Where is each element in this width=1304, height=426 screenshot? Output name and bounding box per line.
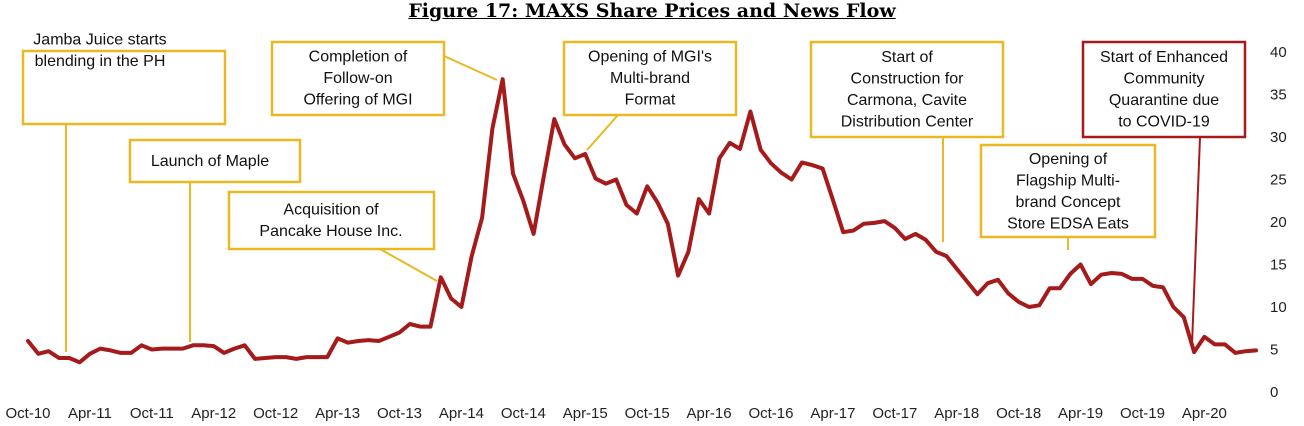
- x-tick-label: Apr-19: [1058, 405, 1103, 422]
- x-tick-label: Apr-18: [934, 405, 979, 422]
- annotation-text-covid: Quarantine due: [1109, 92, 1219, 109]
- x-tick-label: Apr-13: [315, 405, 360, 422]
- annotation-connector-pancake: [379, 248, 438, 282]
- annotation-text-pancake: Acquisition of: [283, 201, 379, 218]
- annotation-connector-multibrand: [586, 114, 619, 151]
- x-tick-label: Oct-11: [130, 405, 174, 422]
- x-axis: Oct-10 Apr-11 Oct-11 Apr-12 Oct-12 Apr-13 Oct-…: [5, 405, 1226, 422]
- x-tick-label: Apr-17: [810, 405, 855, 422]
- x-tick-label: Apr-11: [68, 405, 112, 422]
- y-tick-label: 10: [1270, 299, 1287, 316]
- annotation-text-maple: Launch of Maple: [151, 153, 269, 170]
- annotation-text-covid: Start of Enhanced: [1100, 49, 1228, 66]
- x-tick-label: Oct-10: [5, 405, 50, 422]
- x-tick-label: Apr-14: [439, 405, 484, 422]
- y-tick-label: 35: [1270, 87, 1287, 104]
- annotation-connectors: [65, 55, 1201, 352]
- annotation-text-carmona: Construction for: [851, 70, 965, 87]
- annotation-text-multibrand: Opening of MGI's: [588, 49, 712, 66]
- price-series-line: [26, 77, 1258, 365]
- annotation-box-edsa: [979, 143, 1157, 239]
- series-layer: [26, 77, 1258, 365]
- annotation-text-edsa: Store EDSA Eats: [1007, 215, 1129, 232]
- annotation-text-follow: Follow-on: [323, 70, 392, 87]
- x-tick-label: Apr-20: [1182, 405, 1227, 422]
- annotation-box-carmona: [809, 40, 1005, 139]
- annotation-connector-covid: [1191, 136, 1201, 346]
- x-tick-label: Oct-19: [1120, 405, 1165, 422]
- annotation-text-jamba: blending in the PH: [35, 53, 166, 70]
- annotation-text-multibrand: Format: [625, 92, 676, 109]
- annotation-box-jamba: [21, 49, 227, 126]
- x-tick-label: Apr-12: [191, 405, 236, 422]
- annotation-text-covid: Community: [1124, 70, 1205, 87]
- x-tick-label: Apr-15: [563, 405, 608, 422]
- annotation-text-carmona: Distribution Center: [841, 113, 974, 130]
- y-tick-label: 20: [1270, 214, 1287, 231]
- x-tick-label: Oct-15: [625, 405, 670, 422]
- x-tick-label: Oct-17: [872, 405, 917, 422]
- x-tick-label: Oct-13: [377, 405, 422, 422]
- annotation-text-covid: to COVID-19: [1118, 113, 1210, 130]
- x-tick-label: Oct-18: [996, 405, 1041, 422]
- y-axis: 0 5 10 15 20 25 30 35 40: [1270, 44, 1287, 401]
- annotation-text-carmona: Start of: [881, 49, 933, 66]
- annotation-box-maple: [128, 138, 302, 184]
- x-tick-label: Oct-12: [253, 405, 298, 422]
- annotation-boxes: Jamba Juice starts blending in the PH Laun…: [21, 31, 1247, 251]
- annotation-text-carmona: Carmona, Cavite: [847, 92, 967, 109]
- y-tick-label: 25: [1270, 172, 1287, 189]
- y-tick-label: 15: [1270, 257, 1287, 274]
- annotation-text-follow: Completion of: [309, 49, 408, 66]
- annotation-text-multibrand: Multi-brand: [610, 70, 690, 87]
- annotation-box-multibrand: [562, 40, 738, 117]
- chart-title: Figure 17: MAXS Share Prices and News Fl…: [408, 0, 896, 22]
- annotation-connector-follow: [443, 55, 498, 81]
- annotation-text-pancake: Pancake House Inc.: [259, 223, 402, 240]
- y-tick-label: 5: [1270, 342, 1278, 359]
- annotation-text-edsa: Flagship Multi-: [1016, 172, 1120, 189]
- y-tick-label: 40: [1270, 44, 1287, 61]
- x-tick-label: Oct-16: [748, 405, 793, 422]
- annotation-text-follow: Offering of MGI: [303, 92, 412, 109]
- x-tick-label: Oct-14: [501, 405, 546, 422]
- annotation-box-covid: [1081, 40, 1247, 139]
- y-tick-label: 0: [1270, 384, 1278, 401]
- annotation-text-jamba: Jamba Juice starts: [33, 31, 166, 48]
- annotation-text-edsa: Opening of: [1029, 151, 1108, 168]
- annotation-box-pancake: [227, 190, 436, 251]
- y-tick-label: 30: [1270, 129, 1287, 146]
- annotation-box-follow: [270, 40, 446, 117]
- x-tick-label: Apr-16: [687, 405, 732, 422]
- annotation-text-edsa: brand Concept: [1016, 194, 1122, 211]
